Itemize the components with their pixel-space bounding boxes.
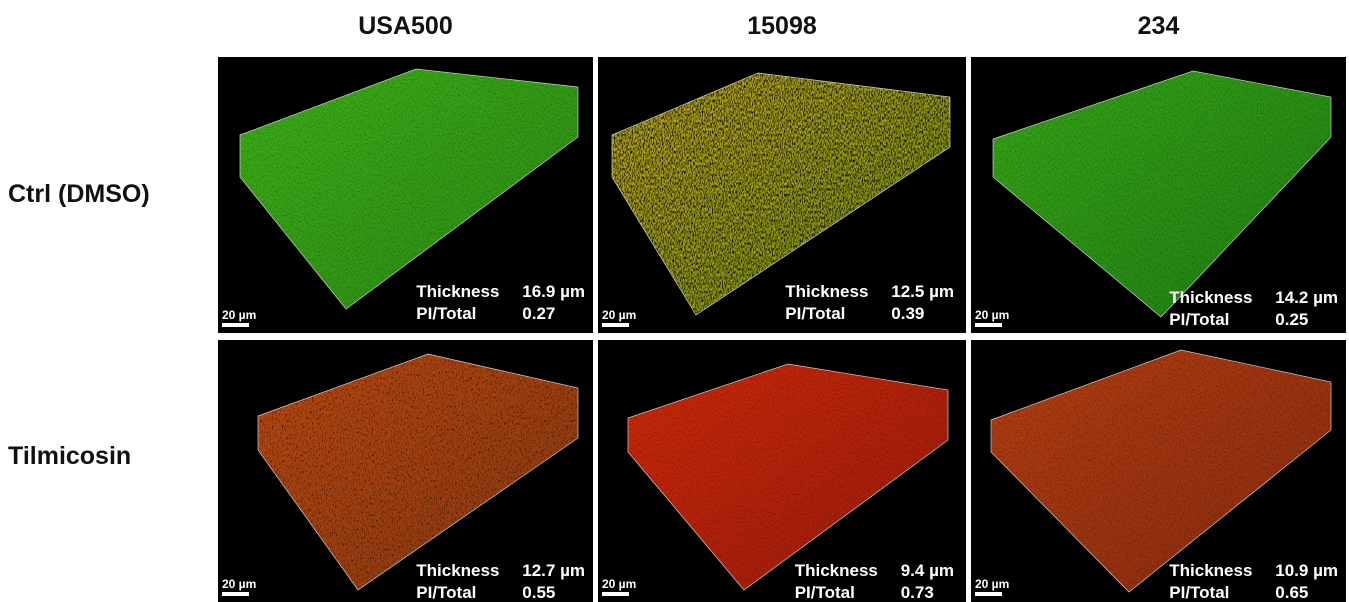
thickness-label: Thickness [1169,560,1275,582]
scale-bar-line [222,323,249,327]
thickness-value: 10.9 µm [1275,560,1338,582]
ratio-value: 0.73 [901,582,934,602]
column-header: 15098 [597,12,967,41]
thickness-label: Thickness [416,560,522,582]
biofilm-shade [612,73,950,315]
row-label: Ctrl (DMSO) [8,180,150,209]
scale-bar: 20 µm [975,577,1009,596]
thickness-label: Thickness [795,560,901,582]
scale-bar-label: 20 µm [222,308,256,322]
scale-bar: 20 µm [602,577,636,596]
figure: USA50015098234 Ctrl (DMSO) 20 µm Thickness… [0,0,1349,602]
row-label: Tilmicosin [8,442,131,471]
thickness-label: Thickness [1169,287,1275,309]
ratio-label: PI/Total [785,303,891,325]
scale-bar: 20 µm [222,577,256,596]
scale-bar-label: 20 µm [222,577,256,591]
scale-bar-line [602,592,629,596]
column-header: 234 [974,12,1344,41]
thickness-label: Thickness [785,281,891,303]
thickness-value: 16.9 µm [522,281,585,303]
ratio-value: 0.39 [891,303,924,325]
biofilm-shade [993,71,1331,317]
scale-bar: 20 µm [602,308,636,327]
ratio-value: 0.55 [522,582,555,602]
biofilm-shade [258,354,578,590]
ratio-label: PI/Total [416,582,522,602]
scale-bar: 20 µm [975,308,1009,327]
scale-bar-line [222,592,249,596]
scale-bar-line [975,592,1002,596]
ratio-label: PI/Total [795,582,901,602]
thickness-value: 12.5 µm [891,281,954,303]
ratio-label: PI/Total [1169,582,1275,602]
scale-bar-label: 20 µm [975,308,1009,322]
thickness-value: 14.2 µm [1275,287,1338,309]
thickness-label: Thickness [416,281,522,303]
thickness-value: 12.7 µm [522,560,585,582]
ratio-label: PI/Total [1169,309,1275,331]
scale-bar-label: 20 µm [602,577,636,591]
scale-bar-label: 20 µm [975,577,1009,591]
column-header: USA500 [221,12,591,41]
scale-bar-line [602,323,629,327]
scale-bar-line [975,323,1002,327]
thickness-value: 9.4 µm [901,560,954,582]
scale-bar: 20 µm [222,308,256,327]
scale-bar-label: 20 µm [602,308,636,322]
biofilm-shade [240,69,578,309]
ratio-label: PI/Total [416,303,522,325]
ratio-value: 0.65 [1275,582,1308,602]
ratio-value: 0.25 [1275,309,1308,331]
ratio-value: 0.27 [522,303,555,325]
biofilm-shade [628,364,948,590]
